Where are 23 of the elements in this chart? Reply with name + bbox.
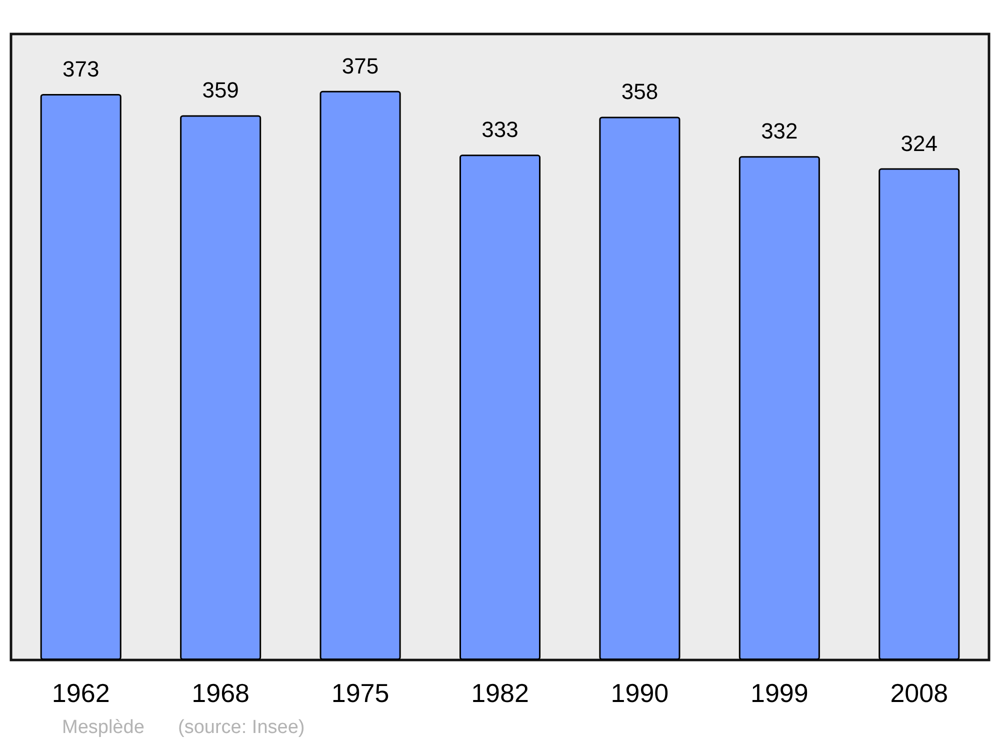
x-tick-label: 1982 bbox=[471, 678, 529, 708]
x-tick-label: 2008 bbox=[890, 678, 948, 708]
data-label: 324 bbox=[900, 130, 938, 156]
bar bbox=[40, 94, 122, 660]
bar bbox=[180, 115, 262, 660]
bar bbox=[738, 156, 820, 660]
bar bbox=[320, 90, 401, 660]
data-label: 332 bbox=[761, 118, 798, 144]
data-label: 359 bbox=[202, 78, 239, 103]
text: (source: Insee) bbox=[178, 717, 305, 738]
bar bbox=[878, 168, 960, 660]
data-label: 373 bbox=[62, 56, 100, 82]
text: Mesplède bbox=[62, 717, 144, 738]
bar bbox=[459, 154, 541, 660]
data-label: 358 bbox=[621, 79, 658, 104]
data-label: 333 bbox=[482, 117, 518, 142]
x-tick-label: 1962 bbox=[52, 678, 110, 708]
x-tick-label: 1999 bbox=[750, 678, 808, 708]
x-tick-label: 1975 bbox=[331, 678, 390, 708]
x-tick-label: 1990 bbox=[610, 678, 669, 708]
bar bbox=[599, 116, 680, 660]
data-label: 375 bbox=[342, 53, 379, 78]
x-tick-label: 1968 bbox=[192, 678, 250, 708]
